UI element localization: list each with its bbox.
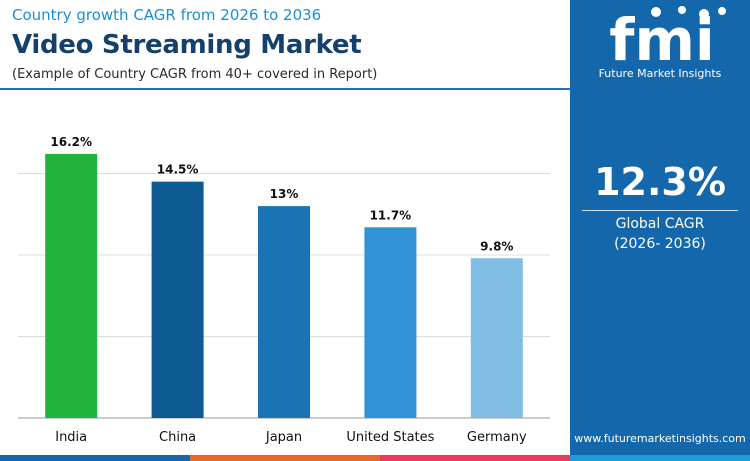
logo-text: fmi	[609, 6, 715, 66]
footer-strip-3	[380, 455, 570, 461]
brand-name: Future Market Insights	[598, 67, 722, 80]
kpi-label: Global CAGR	[615, 216, 705, 232]
bar-united-states	[364, 227, 417, 418]
kpi-period: (2026- 2036)	[614, 236, 706, 252]
bar-china	[151, 181, 204, 418]
x-tick-label: India	[55, 430, 87, 445]
bar-chart: 16.2% India 14.5% China 13% Japan 11.7% United …	[18, 135, 550, 445]
brand-panel: fmi Future Market Insights 12.3% Global …	[570, 0, 750, 461]
footer-strip-4	[570, 455, 750, 461]
bar-japan	[258, 206, 310, 418]
data-label: 16.2%	[50, 135, 92, 149]
chart-subtitle: Country growth CAGR from 2026 to 2036	[12, 6, 322, 24]
chart-panel: Country growth CAGR from 2026 to 2036 Vi…	[0, 6, 570, 445]
fmi-logo-icon: fmi	[609, 6, 726, 66]
x-tick-label: Germany	[467, 430, 527, 445]
bar-india	[45, 153, 98, 418]
kpi-divider	[582, 210, 738, 211]
data-label: 11.7%	[370, 208, 412, 222]
kpi-value: 12.3%	[594, 160, 726, 204]
bar-germany	[470, 258, 523, 418]
website-link[interactable]: www.futuremarketinsights.com	[574, 432, 746, 445]
x-tick-label: China	[159, 430, 196, 445]
data-label: 14.5%	[157, 163, 199, 177]
data-label: 13%	[270, 187, 299, 201]
chart-note: (Example of Country CAGR from 40+ covere…	[12, 67, 378, 82]
x-tick-label: Japan	[265, 430, 302, 445]
chart-title: Video Streaming Market	[12, 30, 362, 60]
footer-strip-1	[0, 455, 190, 461]
data-label: 9.8%	[480, 239, 513, 253]
footer-strip-2	[190, 455, 380, 461]
x-tick-label: United States	[346, 430, 434, 445]
header-divider	[0, 88, 570, 90]
